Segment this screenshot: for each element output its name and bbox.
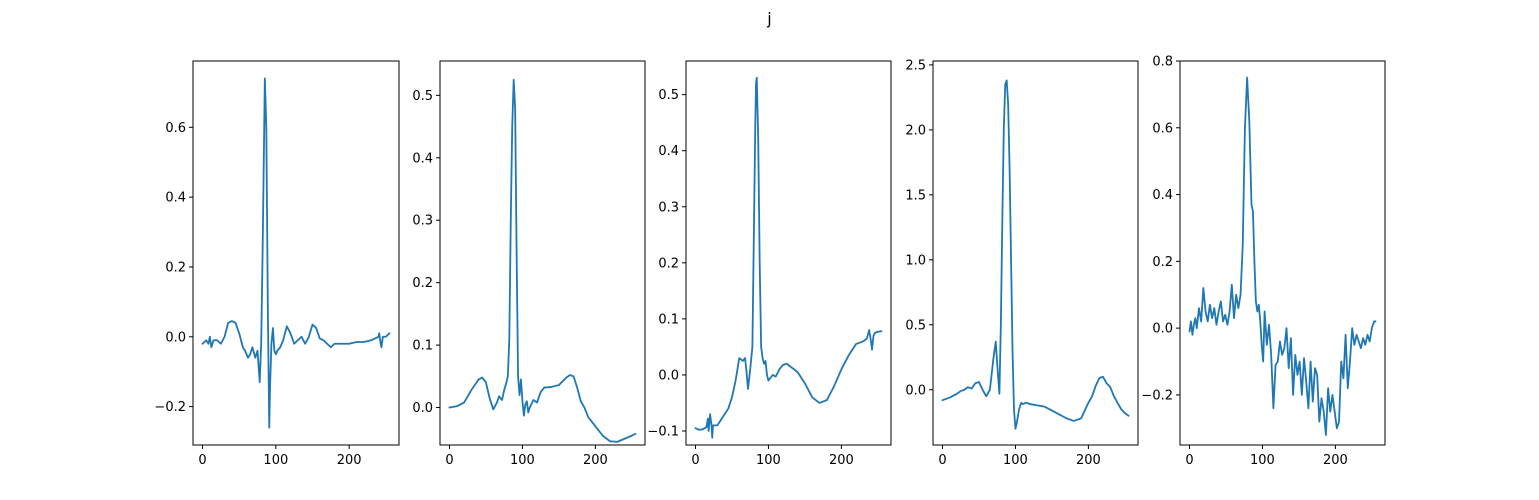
subplot-2-y-tick-label: 0.4 [412,151,433,166]
subplot-3-y-tick-label: 0.5 [658,88,679,103]
subplot-4-y-tick-label: 1.5 [905,188,926,203]
subplot-5-y-tick-label: −0.2 [1141,388,1173,403]
subplot-1-y-tick-label: 0.2 [165,260,186,275]
subplot-3-y-tick-label: 0.3 [658,200,679,215]
subplot-5-y-tick-label: 0.0 [1152,322,1173,337]
subplot-2-y-tick-label: 0.2 [412,276,433,291]
subplots: 0 100 200−0.20.00.20.40.60 100 2000.00.10.20… [154,55,1386,468]
subplot-2-x-tick-label: 100 [510,453,535,468]
subplot-2-x-tick-label: 200 [583,453,608,468]
subplot-4-x-tick-label: 100 [1003,453,1028,468]
subplot-3-y-tick-label: 0.4 [658,144,679,159]
subplot-1: 0 100 200 −0.2 0.0 0.2 0.4 0.6 [154,60,400,468]
subplot-4-y-tick-label: 2.5 [905,58,926,73]
subplot-3-series-line [694,76,883,439]
subplot-5-y-tick-label: 0.8 [1152,55,1173,70]
figure-title: j [766,9,771,28]
subplot-3-x-tick-label: 0 [691,453,699,468]
subplot-2-y-tick-label: 0.0 [412,401,433,416]
subplot-1-x-tick-label: 0 [198,453,206,468]
subplot-3-x-tick-label: 100 [756,453,781,468]
subplot-4-y-tick-label: 0.0 [905,383,926,398]
subplot-5-y-tick-label: 0.4 [1152,188,1173,203]
subplot-5: 0 100 200 −0.2 0.0 0.2 0.4 0.6 0.8 [1141,55,1386,468]
subplot-3-y-tick-label: 0.0 [658,368,679,383]
subplot-5-frame [1179,60,1386,446]
subplot-3-frame [685,60,892,446]
subplot-4-series-line [941,79,1130,430]
subplot-1-y-tick-label: 0.0 [165,330,186,345]
subplot-1-y-tick-label: 0.4 [165,191,186,206]
subplot-5-y-tick-label: 0.2 [1152,255,1173,270]
subplot-4: 0 100 200 0.0 0.5 1.0 1.5 2.0 2.5 [905,58,1139,468]
subplot-4-y-tick-label: 1.0 [905,253,926,268]
subplot-2-y-tick-label: 0.1 [412,339,433,354]
subplot-2-y-tick-label: 0.3 [412,214,433,229]
subplot-2-y-tick-label: 0.5 [412,89,433,104]
subplot-3-y-tick-label: −0.1 [647,424,679,439]
subplot-4-frame [932,60,1139,446]
subplot-1-y-tick-label: −0.2 [154,400,186,415]
subplot-1-series-line [201,77,391,429]
subplot-1-x-tick-label: 100 [263,453,288,468]
subplot-4-y-tick-label: 0.5 [905,318,926,333]
subplot-1-x-tick-label: 200 [337,453,362,468]
subplot-4-x-tick-label: 200 [1076,453,1101,468]
subplot-5-x-tick-label: 100 [1250,453,1275,468]
subplot-3-x-tick-label: 200 [829,453,854,468]
subplot-3: 0 100 200 −0.1 0.0 0.1 0.2 0.3 0.4 0.5 [647,60,892,468]
subplot-2-series-line [448,78,637,443]
subplot-5-x-tick-label: 200 [1323,453,1348,468]
subplot-5-series-line [1188,76,1377,436]
subplot-4-y-tick-label: 2.0 [905,123,926,138]
subplot-5-x-tick-label: 0 [1185,453,1193,468]
subplot-1-frame [192,60,400,446]
subplot-3-y-tick-label: 0.2 [658,256,679,271]
subplot-1-y-tick-label: 0.6 [165,121,186,136]
subplot-5-y-tick-label: 0.6 [1152,121,1173,136]
subplot-3-y-tick-label: 0.1 [658,312,679,327]
subplot-2: 0 100 200 0.0 0.1 0.2 0.3 0.4 0.5 [412,60,646,468]
subplot-2-x-tick-label: 0 [445,453,453,468]
subplot-2-frame [439,60,646,446]
subplot-4-x-tick-label: 0 [938,453,946,468]
